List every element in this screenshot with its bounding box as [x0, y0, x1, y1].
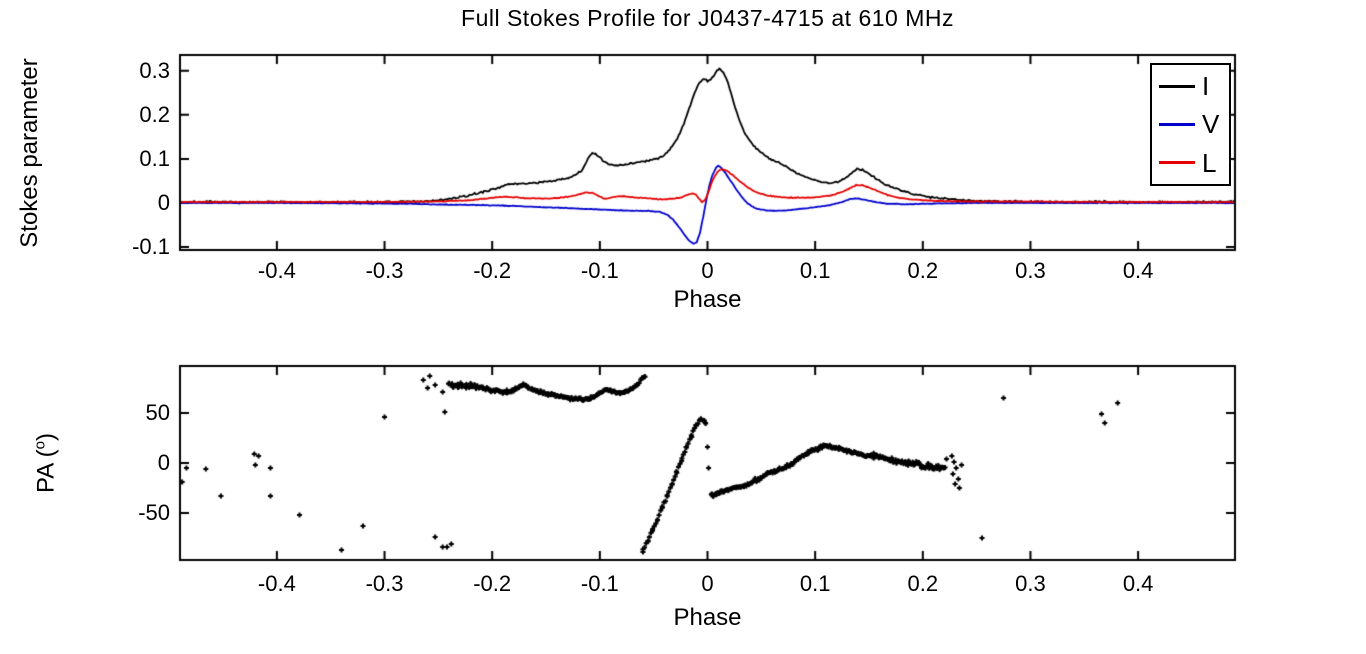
stokes-y-tick-label: 0.2	[139, 101, 170, 127]
pa-y-axis-label-prefix: PA (	[32, 449, 60, 493]
legend-label: V	[1202, 109, 1220, 140]
stokes-x-tick-label: -0.3	[365, 258, 404, 283]
stokes-x-tick-label: -0.4	[257, 258, 296, 283]
pa-y-axis-label: PA (o)	[32, 433, 61, 493]
legend-line-sample	[1159, 161, 1195, 165]
legend-item-V: V	[1152, 111, 1229, 137]
stokes-y-tick-label: 0.1	[139, 145, 170, 171]
pa-x-tick-label: -0.2	[473, 571, 512, 596]
pa-x-tick-label: 0.1	[799, 571, 831, 596]
stokes-y-axis-label: Stokes parameter	[16, 58, 43, 248]
pa-x-tick-label: 0	[701, 571, 714, 596]
stokes-x-axis-label: Phase	[673, 286, 742, 313]
legend-label: I	[1202, 71, 1210, 102]
pa-y-tick-label: 50	[145, 400, 170, 425]
stokes-y-tick-label: 0	[157, 189, 170, 215]
stokes-y-tick-label: -0.1	[132, 233, 170, 259]
stokes-y-tick-label: 0.3	[139, 57, 170, 83]
pa-x-tick-label: -0.3	[365, 571, 404, 596]
pa-x-tick-label: -0.1	[580, 571, 619, 596]
degree-superscript: o	[31, 441, 49, 450]
stokes-x-tick-label: 0.2	[907, 258, 939, 283]
stokes-x-tick-label: -0.1	[580, 258, 619, 283]
legend-line-sample	[1159, 122, 1195, 126]
legend-item-I: I	[1152, 73, 1229, 99]
pa-x-tick-label: -0.4	[257, 571, 296, 596]
pa-y-tick-label: -50	[138, 500, 170, 525]
stokes-x-tick-label: 0.1	[799, 258, 831, 283]
legend-line-sample	[1159, 84, 1195, 88]
figure-title: Full Stokes Profile for J0437-4715 at 61…	[461, 5, 954, 31]
pa-x-tick-label: 0.4	[1122, 571, 1154, 596]
legend-label: L	[1202, 147, 1217, 178]
pa-x-tick-label: 0.2	[907, 571, 939, 596]
stokes-x-tick-label: 0	[701, 258, 714, 283]
stokes-x-tick-label: -0.2	[473, 258, 512, 283]
stokes-plot-area	[180, 55, 1235, 250]
legend-item-L: L	[1152, 150, 1229, 176]
pa-x-axis-label: Phase	[673, 604, 742, 631]
stokes-x-tick-label: 0.4	[1122, 258, 1154, 283]
pa-y-tick-label: 0	[157, 450, 170, 475]
pa-x-tick-label: 0.3	[1015, 571, 1046, 596]
pa-plot-area	[180, 366, 1235, 560]
stokes-x-tick-label: 0.3	[1015, 258, 1046, 283]
pa-y-axis-label-suffix: )	[32, 433, 60, 442]
